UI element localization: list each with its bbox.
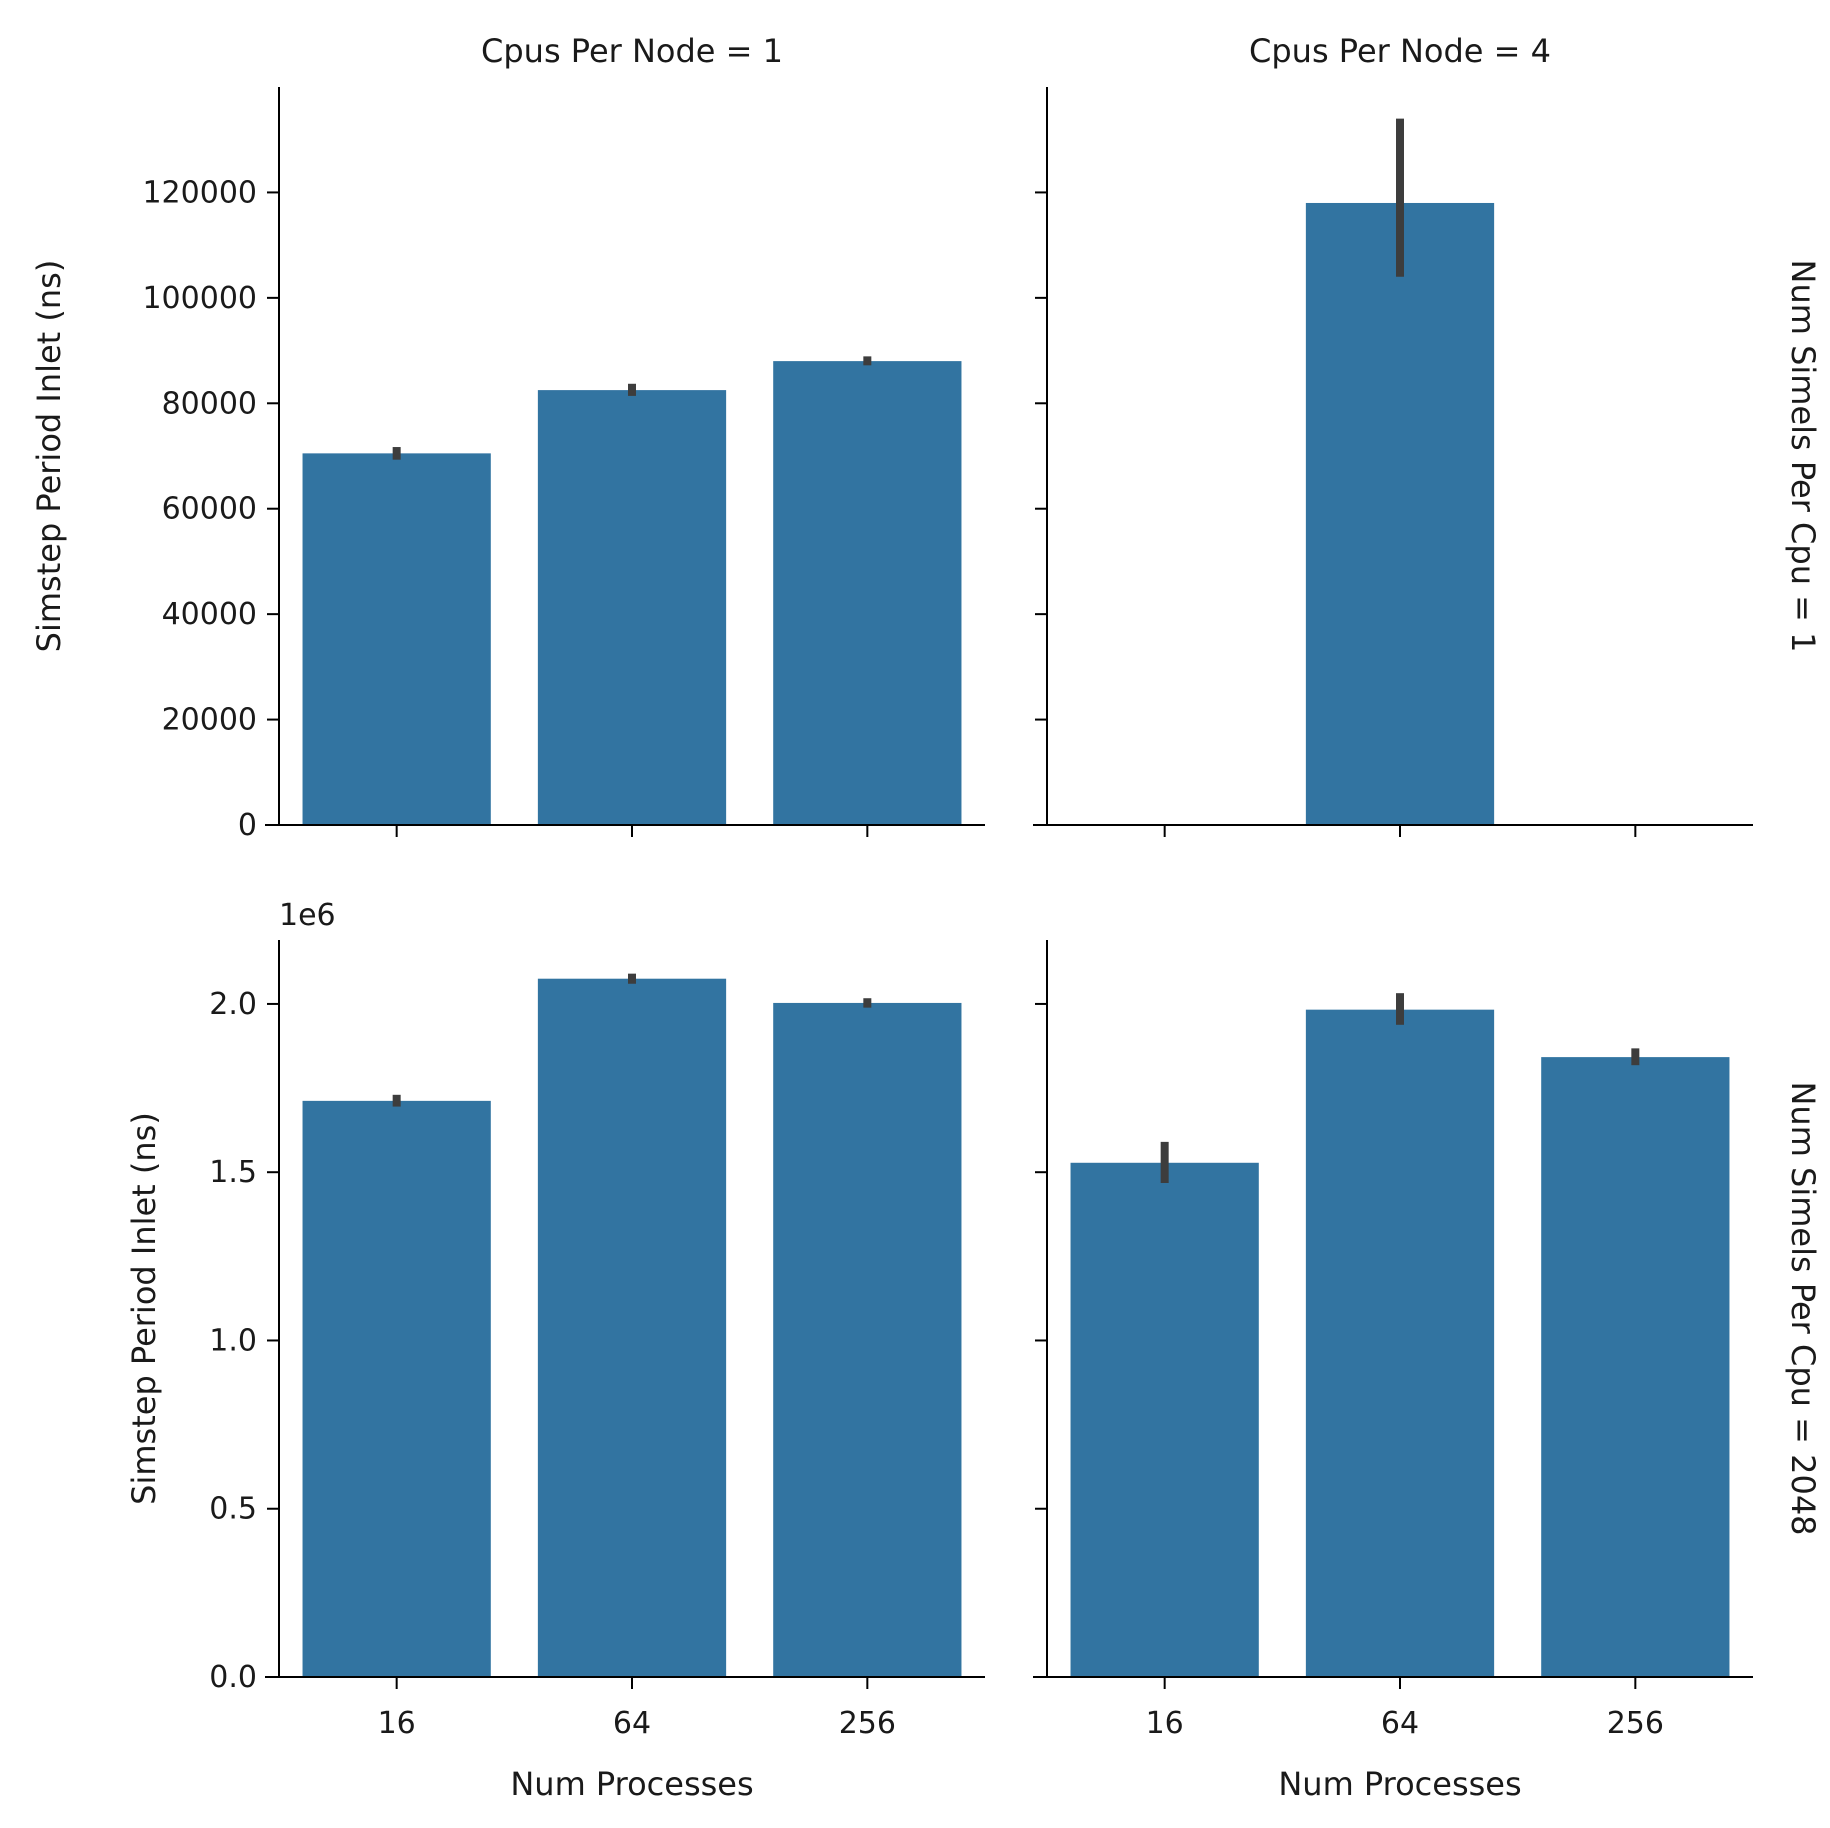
y-tick-label-r1c1-4: 80000: [162, 386, 257, 421]
bar-r1c1-64: [537, 390, 727, 825]
y-tick-label-r1c1-0: 0: [238, 808, 257, 843]
bar-r2c2-64: [1305, 1009, 1495, 1677]
bar-r2c2-256: [1541, 1057, 1730, 1677]
x-tick-label-r2c2-256: 256: [1607, 1706, 1664, 1741]
bar-r1c1-256: [773, 361, 962, 825]
y-tick-label-r1c1-1: 20000: [162, 703, 257, 738]
bar-r2c1-64: [537, 978, 727, 1677]
y-tick-label-r1c1-3: 60000: [162, 492, 257, 527]
x-axis-title-col-1: Num Processes: [510, 1765, 753, 1803]
y-tick-label-r2c1-0: 0.0: [209, 1660, 257, 1695]
y-axis-title-row-2: Simstep Period Inlet (ns): [125, 1112, 163, 1505]
y-tick-label-r2c1-2: 1.0: [209, 1323, 257, 1358]
facet-title-row-2: Num Simels Per Cpu = 2048: [1784, 1081, 1822, 1535]
y-tick-label-r1c1-2: 40000: [162, 597, 257, 632]
x-axis-title-col-2: Num Processes: [1278, 1765, 1521, 1803]
y-tick-label-r2c1-4: 2.0: [209, 987, 257, 1022]
facet-title-col-1: Cpus Per Node = 1: [481, 32, 783, 70]
x-tick-label-r2c1-64: 64: [613, 1706, 651, 1741]
x-tick-label-r2c2-16: 16: [1146, 1706, 1184, 1741]
y-tick-label-r2c1-1: 0.5: [209, 1492, 257, 1527]
x-tick-label-r2c2-64: 64: [1381, 1706, 1419, 1741]
y-axis-title-row-1: Simstep Period Inlet (ns): [30, 260, 68, 653]
y-offset-label-row-2: 1e6: [279, 898, 336, 933]
bar-r1c1-16: [302, 453, 491, 825]
bar-r2c2-16: [1070, 1162, 1259, 1677]
y-tick-label-r2c1-3: 1.5: [209, 1155, 257, 1190]
facet-title-col-2: Cpus Per Node = 4: [1249, 32, 1551, 70]
facet-title-row-1: Num Simels Per Cpu = 1: [1784, 260, 1822, 653]
bar-r2c1-256: [773, 1002, 962, 1677]
y-tick-label-r1c1-6: 120000: [142, 175, 257, 210]
x-tick-label-r2c1-256: 256: [839, 1706, 896, 1741]
y-tick-label-r1c1-5: 100000: [142, 281, 257, 316]
bar-r2c1-16: [302, 1100, 491, 1677]
bar-r1c2-64: [1305, 202, 1495, 825]
x-tick-label-r2c1-16: 16: [378, 1706, 416, 1741]
